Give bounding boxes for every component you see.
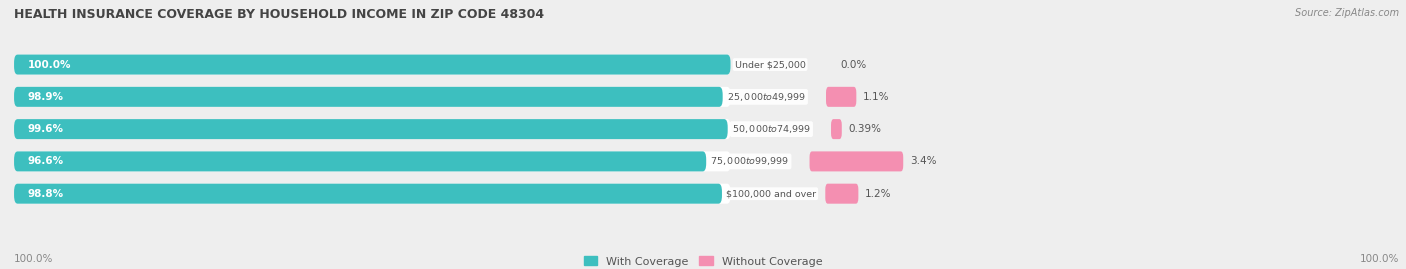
FancyBboxPatch shape — [14, 87, 731, 107]
Text: 0.39%: 0.39% — [849, 124, 882, 134]
FancyBboxPatch shape — [14, 151, 731, 171]
FancyBboxPatch shape — [14, 87, 723, 107]
FancyBboxPatch shape — [14, 119, 731, 139]
Text: $50,000 to $74,999: $50,000 to $74,999 — [733, 123, 811, 135]
FancyBboxPatch shape — [14, 55, 731, 75]
Text: $75,000 to $99,999: $75,000 to $99,999 — [710, 155, 790, 167]
Text: 100.0%: 100.0% — [28, 59, 72, 70]
Text: 98.9%: 98.9% — [28, 92, 63, 102]
FancyBboxPatch shape — [825, 87, 856, 107]
Text: 96.6%: 96.6% — [28, 156, 63, 167]
FancyBboxPatch shape — [825, 184, 859, 204]
Text: 1.1%: 1.1% — [863, 92, 890, 102]
Text: 100.0%: 100.0% — [1360, 254, 1399, 264]
Text: $100,000 and over: $100,000 and over — [725, 189, 817, 198]
Text: 1.2%: 1.2% — [865, 189, 891, 199]
Text: 0.0%: 0.0% — [841, 59, 868, 70]
FancyBboxPatch shape — [14, 184, 721, 204]
FancyBboxPatch shape — [14, 184, 731, 204]
Text: 100.0%: 100.0% — [14, 254, 53, 264]
Text: HEALTH INSURANCE COVERAGE BY HOUSEHOLD INCOME IN ZIP CODE 48304: HEALTH INSURANCE COVERAGE BY HOUSEHOLD I… — [14, 8, 544, 21]
FancyBboxPatch shape — [831, 119, 842, 139]
Text: 99.6%: 99.6% — [28, 124, 63, 134]
FancyBboxPatch shape — [14, 119, 728, 139]
Text: Under $25,000: Under $25,000 — [735, 60, 806, 69]
FancyBboxPatch shape — [14, 151, 706, 171]
FancyBboxPatch shape — [810, 151, 903, 171]
Text: 98.8%: 98.8% — [28, 189, 63, 199]
Legend: With Coverage, Without Coverage: With Coverage, Without Coverage — [579, 252, 827, 269]
FancyBboxPatch shape — [14, 55, 731, 75]
Text: Source: ZipAtlas.com: Source: ZipAtlas.com — [1295, 8, 1399, 18]
Text: $25,000 to $49,999: $25,000 to $49,999 — [727, 91, 806, 103]
Text: 3.4%: 3.4% — [910, 156, 936, 167]
